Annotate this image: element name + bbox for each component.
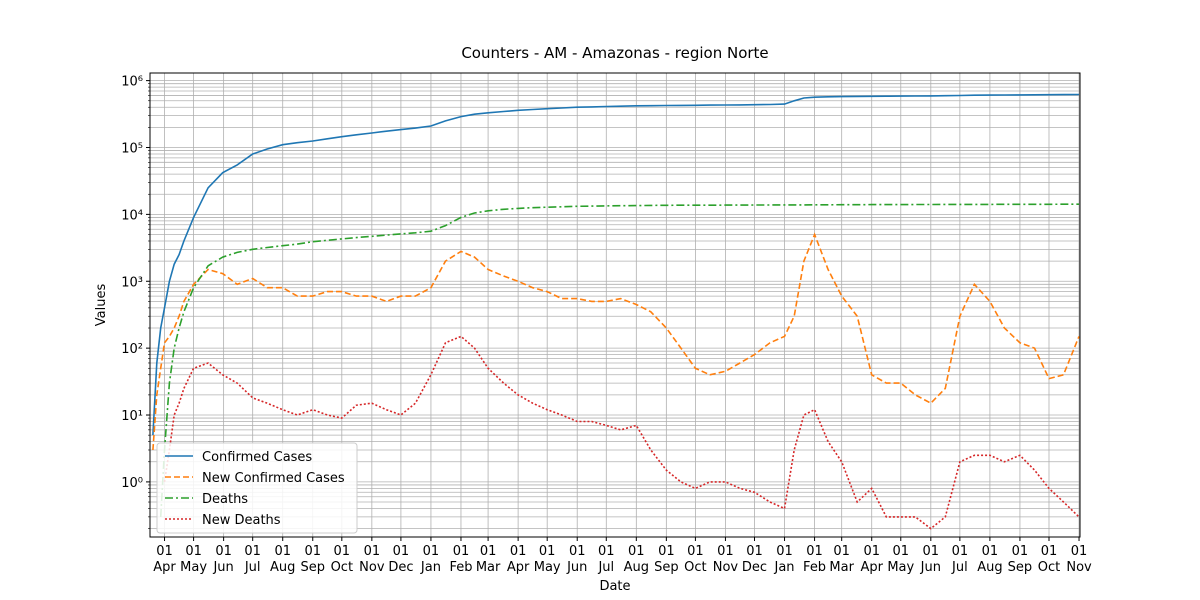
legend: Confirmed Cases New Confirmed Cases Deaths…: [156, 442, 358, 534]
x-tick-label: 01 May: [180, 544, 207, 575]
x-tick-label: 01 Apr: [153, 544, 176, 575]
x-tick-label: 01 Aug: [270, 544, 295, 575]
x-tick-label: 01 Jan: [774, 544, 795, 575]
x-tick-label: 01 Apr: [860, 544, 883, 575]
x-tick-label: 01 Dec: [388, 544, 413, 575]
plot-lines: [152, 93, 1080, 530]
y-tick-label: 10³: [121, 275, 143, 290]
x-tick-label: 01 Jun: [920, 544, 941, 575]
x-tick-label: 01 Mar: [476, 544, 501, 575]
x-tick-label: 01 Oct: [1038, 544, 1060, 575]
legend-label: New Confirmed Cases: [202, 471, 345, 486]
x-tick-label: 01 Nov: [1066, 544, 1092, 575]
series-line: [159, 203, 1079, 517]
chart-title: Counters - AM - Amazonas - region Norte: [461, 44, 768, 62]
axes-frame: [149, 72, 1081, 538]
x-tick-label: 01 May: [534, 544, 561, 575]
y-tick-label: 10⁵: [121, 141, 143, 156]
x-tick-label: 01 Oct: [684, 544, 706, 575]
x-tick-label: 01 Feb: [449, 544, 472, 575]
x-tick-label: 01 Nov: [359, 544, 385, 575]
legend-label: New Deaths: [202, 513, 281, 528]
x-tick-label: 01 Jan: [420, 544, 441, 575]
legend-label: Deaths: [202, 492, 248, 507]
y-tick-label: 10⁶: [121, 75, 143, 90]
x-tick-label: 01 Aug: [977, 544, 1002, 575]
series-line: [152, 232, 1080, 451]
x-tick-label: 01 Sep: [1008, 544, 1033, 575]
x-tick-label: 01 May: [887, 544, 914, 575]
x-tick-label: 01 Jul: [244, 544, 261, 575]
x-tick-label: 01 Oct: [331, 544, 353, 575]
series-line: [152, 93, 1080, 436]
x-axis-label: Date: [599, 579, 630, 594]
x-tick-label: 01 Jun: [212, 544, 233, 575]
x-tick-label: 01 Mar: [829, 544, 854, 575]
y-tick-label: 10²: [121, 342, 143, 357]
legend-label: Confirmed Cases: [202, 450, 312, 465]
x-tick-label: 01 Dec: [742, 544, 767, 575]
x-tick-label: 01 Nov: [713, 544, 739, 575]
x-tick-label: 01 Sep: [300, 544, 325, 575]
y-tick-label: 10⁰: [121, 476, 143, 491]
x-tick-label: 01 Jul: [597, 544, 614, 575]
x-tick-label: 01 Aug: [624, 544, 649, 575]
x-tick-label: 01 Feb: [803, 544, 826, 575]
x-tick-label: 01 Jul: [951, 544, 968, 575]
x-tick-label: 01 Jun: [566, 544, 587, 575]
y-axis-label: Values: [94, 284, 109, 327]
legend-box: [156, 442, 358, 534]
y-tick-label: 10¹: [121, 409, 143, 424]
x-tick-label: 01 Apr: [507, 544, 530, 575]
x-tick-label: 01 Sep: [654, 544, 679, 575]
y-tick-label: 10⁴: [121, 208, 143, 223]
